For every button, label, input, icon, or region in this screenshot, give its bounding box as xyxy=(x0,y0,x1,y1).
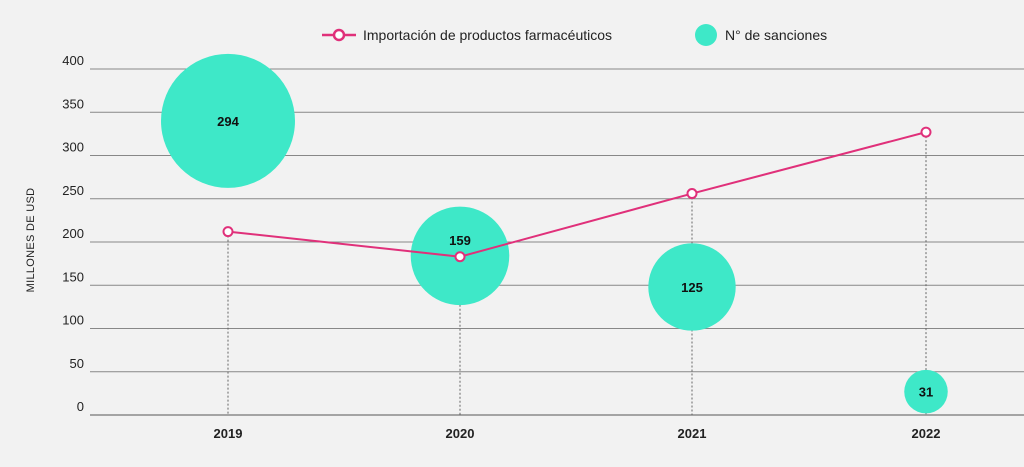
x-tick-label: 2020 xyxy=(446,426,475,441)
legend-bubble-swatch xyxy=(695,24,717,46)
bubble xyxy=(648,243,736,331)
legend-label-bubble: N° de sanciones xyxy=(725,27,827,43)
legend: Importación de productos farmacéuticos N… xyxy=(322,24,827,46)
x-tick-label: 2022 xyxy=(912,426,941,441)
y-tick-label: 250 xyxy=(62,183,84,198)
y-tick-label: 50 xyxy=(70,356,84,371)
y-tick-label: 150 xyxy=(62,269,84,284)
y-axis-label: MILLONES DE USD xyxy=(25,188,37,293)
y-tick-label: 400 xyxy=(62,53,84,68)
line-point xyxy=(222,226,234,238)
legend-label-line: Importación de productos farmacéuticos xyxy=(363,27,612,43)
legend-item-bubble[interactable]: N° de sanciones xyxy=(695,24,827,46)
bubble xyxy=(161,53,295,188)
line-point xyxy=(920,126,932,138)
x-tick-label: 2021 xyxy=(678,426,707,441)
y-tick-label: 200 xyxy=(62,226,84,241)
y-tick-label: 350 xyxy=(62,96,84,111)
bubble-label: 159 xyxy=(449,233,471,248)
line-point xyxy=(454,251,466,263)
series-line xyxy=(227,131,927,258)
legend-line-marker xyxy=(332,28,346,42)
x-tick-label: 2019 xyxy=(214,426,243,441)
line-point xyxy=(686,188,698,200)
bubble-label: 294 xyxy=(217,114,239,129)
drop-lines xyxy=(227,132,927,415)
bubble xyxy=(904,369,948,414)
line-series xyxy=(222,126,932,263)
y-tick-label: 300 xyxy=(62,140,84,155)
bubble-label: 31 xyxy=(919,385,933,400)
bubble-label: 125 xyxy=(681,280,703,295)
bubble-series xyxy=(161,53,948,414)
bubble-labels: 294 159 125 31 xyxy=(217,114,933,400)
legend-item-line[interactable]: Importación de productos farmacéuticos xyxy=(322,27,612,43)
x-axis: 2019 2020 2021 2022 xyxy=(214,426,941,441)
y-tick-label: 100 xyxy=(62,313,84,328)
y-tick-label: 0 xyxy=(77,399,84,414)
y-axis: 0 50 100 150 200 250 300 350 400 xyxy=(62,53,84,414)
